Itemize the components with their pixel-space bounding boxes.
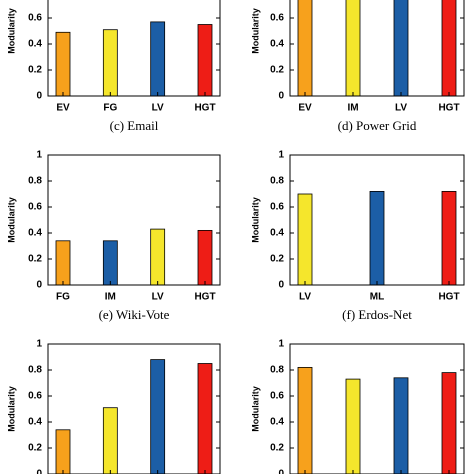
y-tick-label: 0.4	[28, 417, 42, 428]
x-tick-label: FG	[103, 103, 117, 114]
x-tick-label: FG	[56, 292, 70, 303]
y-tick-label: 0.2	[28, 65, 42, 76]
y-tick-label: 0.4	[28, 39, 42, 50]
x-tick-label: HGT	[194, 103, 215, 114]
y-tick-label: 0.6	[270, 13, 284, 24]
y-tick-label: 0	[36, 280, 42, 291]
y-tick-label: 0.6	[270, 202, 284, 213]
panel: 0 0.2 0.4 0.6 0.8 1 Modularity	[250, 339, 465, 474]
panel: 0 0.2 0.4 0.6 0.8 1 LV ML HGT Modularity (f) Erdos…	[250, 150, 465, 322]
y-axis-label: Modularity	[6, 197, 16, 243]
y-tick-label: 0.8	[28, 365, 42, 376]
plot-frame	[47, 0, 221, 97]
panel-caption: (e) Wiki-Vote	[99, 307, 170, 322]
bar	[441, 190, 457, 286]
y-tick-label: 0.2	[28, 254, 42, 265]
y-tick-label: 0.2	[28, 443, 42, 454]
x-tick-label: IM	[347, 103, 358, 114]
bar	[345, 378, 361, 474]
bar	[150, 21, 166, 97]
bar	[297, 0, 313, 97]
y-tick-label: 0	[36, 91, 42, 102]
plot-frame	[47, 343, 221, 474]
bar	[102, 29, 118, 97]
x-tick-label: EV	[298, 103, 312, 114]
y-tick-label: 0	[278, 469, 284, 474]
plot-frame	[289, 0, 465, 97]
bar	[102, 407, 118, 474]
bar	[102, 240, 118, 286]
panel-caption: (f) Erdos-Net	[342, 307, 412, 322]
bar	[197, 24, 213, 97]
bar	[441, 372, 457, 474]
panel-caption: (d) Power Grid	[338, 118, 417, 133]
y-tick-label: 0.4	[28, 228, 42, 239]
x-tick-label: LV	[395, 103, 407, 114]
bar	[55, 240, 71, 286]
bar	[297, 366, 313, 474]
y-axis-label: Modularity	[250, 8, 260, 54]
x-tick-label: IM	[105, 292, 116, 303]
bar	[150, 359, 166, 474]
y-axis-label: Modularity	[6, 386, 16, 432]
bar	[150, 228, 166, 286]
y-tick-label: 0	[278, 91, 284, 102]
y-tick-label: 0.2	[270, 65, 284, 76]
y-tick-label: 0	[278, 280, 284, 291]
y-tick-label: 0.6	[28, 391, 42, 402]
bar	[197, 363, 213, 474]
y-tick-label: 0.2	[270, 443, 284, 454]
y-axis-label: Modularity	[250, 197, 260, 243]
x-tick-label: HGT	[438, 292, 459, 303]
bar	[197, 229, 213, 286]
y-tick-label: 0.2	[270, 254, 284, 265]
panel-caption: (c) Email	[110, 118, 159, 133]
bar	[55, 429, 71, 474]
x-tick-label: LV	[152, 292, 164, 303]
bar	[345, 0, 361, 97]
bar	[369, 190, 385, 286]
y-tick-label: 1	[278, 339, 284, 350]
y-tick-label: 0.4	[270, 39, 284, 50]
x-tick-label: LV	[152, 103, 164, 114]
y-tick-label: 0.4	[270, 228, 284, 239]
y-tick-label: 0.8	[270, 176, 284, 187]
x-tick-label: HGT	[438, 103, 459, 114]
panel: 0 0.2 0.4 0.6 0.8 1 FG IM LV HGT Modularity (e) Wik…	[6, 150, 221, 322]
x-tick-label: HGT	[194, 292, 215, 303]
y-tick-label: 0.6	[270, 391, 284, 402]
panel: 00.20.40.60.81EVIMLVHGTModularity(d) Pow…	[250, 0, 465, 133]
bar	[393, 0, 409, 97]
y-tick-label: 0.6	[28, 13, 42, 24]
x-tick-label: ML	[370, 292, 384, 303]
plot-frame	[289, 343, 465, 474]
bar	[55, 31, 71, 97]
bar	[441, 0, 457, 97]
plot-frame	[47, 154, 221, 286]
bar	[393, 377, 409, 474]
y-tick-label: 0.4	[270, 417, 284, 428]
panel: 0 0.2 0.4 0.6 0.8 1 Modularity	[6, 339, 221, 474]
y-axis-label: Modularity	[250, 386, 260, 432]
y-tick-label: 0.8	[270, 365, 284, 376]
y-tick-label: 1	[36, 150, 42, 161]
y-tick-label: 0.6	[28, 202, 42, 213]
y-axis-label: Modularity	[6, 8, 16, 54]
y-tick-label: 1	[278, 150, 284, 161]
y-tick-label: 1	[36, 339, 42, 350]
y-tick-label: 0.8	[28, 176, 42, 187]
panel: 00.20.40.60.81EVFGLVHGTModularity(c) Ema…	[6, 0, 221, 133]
x-tick-label: EV	[56, 103, 70, 114]
bar	[297, 193, 313, 286]
y-tick-label: 0	[36, 469, 42, 474]
x-tick-label: LV	[299, 292, 311, 303]
